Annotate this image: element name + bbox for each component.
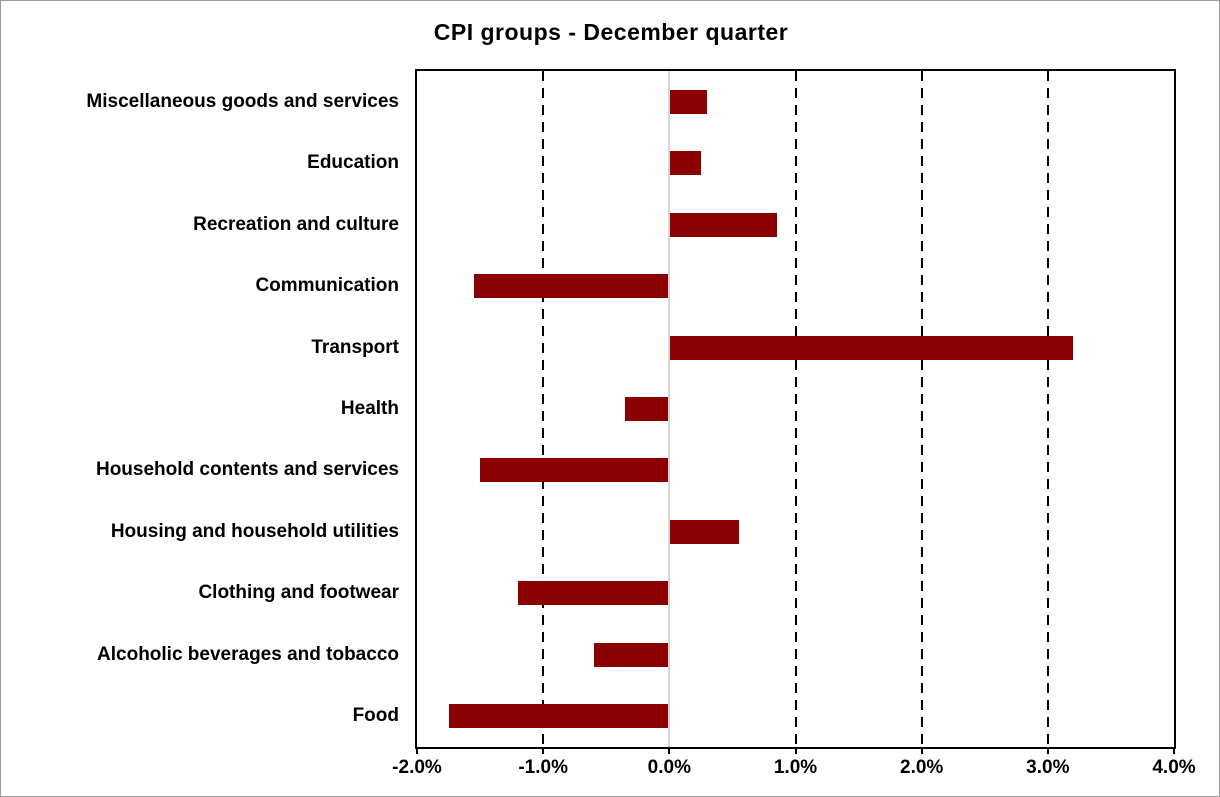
x-tick-mark: [794, 749, 797, 754]
bar: [593, 642, 670, 667]
bar: [669, 151, 701, 176]
bar: [669, 519, 739, 544]
category-label: Clothing and footwear: [198, 582, 399, 604]
category-axis-labels: Miscellaneous goods and services Educatio…: [1, 69, 399, 749]
chart-title: CPI groups - December quarter: [433, 19, 789, 45]
bar: [669, 212, 777, 237]
x-tick-label: 4.0%: [1152, 757, 1196, 778]
bar: [517, 581, 670, 606]
x-tick-label: -1.0%: [518, 757, 568, 778]
bar: [480, 458, 670, 483]
x-tick-label: -2.0%: [392, 757, 442, 778]
x-tick-mark: [1173, 749, 1175, 754]
category-label: Food: [352, 705, 399, 727]
x-tick-label: 0.0%: [647, 757, 691, 778]
category-label: Education: [307, 152, 399, 174]
gridline: [1046, 71, 1049, 747]
x-tick-label: 3.0%: [1026, 757, 1070, 778]
x-tick-mark: [668, 749, 671, 754]
plot-area: [415, 69, 1176, 749]
value-axis-labels: -2.0% -1.0% 0.0% 1.0% 2.0% 3.0% 4.0%: [392, 757, 1195, 787]
gridline: [920, 71, 923, 747]
category-label: Health: [340, 398, 399, 419]
category-label: Alcoholic beverages and tobacco: [97, 643, 399, 665]
category-label: Housing and household utilities: [110, 520, 399, 542]
category-label: Communication: [255, 275, 399, 297]
bar: [473, 274, 670, 299]
bar: [669, 89, 708, 114]
bar: [448, 704, 670, 729]
bar: [669, 335, 1074, 360]
gridline: [542, 71, 545, 747]
x-tick-mark: [416, 749, 418, 754]
x-tick-label: 2.0%: [900, 757, 944, 778]
category-label: Household contents and services: [95, 459, 399, 481]
x-tick-mark: [1046, 749, 1049, 754]
zero-axis-line: [668, 71, 671, 747]
category-label: Miscellaneous goods and services: [86, 90, 399, 112]
bar: [625, 397, 670, 421]
gridline: [794, 71, 797, 747]
x-tick-mark: [542, 749, 545, 754]
category-label: Transport: [311, 336, 399, 358]
x-tick-label: 1.0%: [773, 757, 818, 778]
x-tick-mark: [920, 749, 923, 754]
category-label: Recreation and culture: [193, 213, 399, 235]
